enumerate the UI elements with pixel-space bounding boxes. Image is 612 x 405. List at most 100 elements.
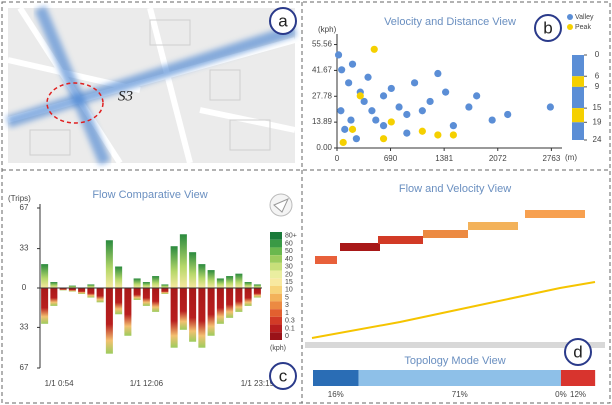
- legend-swatch: [567, 14, 573, 20]
- point: [352, 135, 360, 143]
- point: [341, 125, 349, 133]
- colorbar-segment: [270, 332, 282, 340]
- velocity-line: [311, 281, 596, 339]
- point: [334, 51, 343, 59]
- colorbar-label: 0.1: [285, 325, 295, 332]
- bar: [179, 288, 187, 330]
- y-tick-label: 33: [20, 244, 29, 253]
- x-tick-label: 2763: [542, 154, 560, 163]
- point: [473, 92, 481, 100]
- colorbar-segment: [572, 76, 584, 87]
- colorbar-label: 15: [285, 279, 293, 286]
- bar: [87, 288, 95, 298]
- legend-label: Peak: [575, 24, 591, 31]
- legend-label: Valley: [575, 14, 594, 21]
- colorbar-segment: [572, 86, 584, 109]
- point: [337, 107, 345, 115]
- bar: [105, 288, 113, 354]
- point: [364, 73, 372, 81]
- point: [434, 131, 442, 139]
- heat-cells: [315, 210, 585, 264]
- colorbar-label: 5: [285, 294, 289, 301]
- colorbar-segment: [572, 55, 584, 77]
- point: [546, 103, 554, 111]
- bar: [115, 266, 123, 288]
- panel-letter: a: [278, 11, 288, 30]
- y-tick-label: 55.56: [312, 40, 333, 49]
- point: [449, 131, 457, 139]
- colorbar-label: 1: [285, 310, 289, 317]
- legend-swatch: [567, 24, 573, 30]
- value-label: 16%: [328, 390, 344, 399]
- bar: [216, 288, 224, 324]
- point: [372, 116, 380, 124]
- colorbar-label: 0: [595, 50, 600, 59]
- bar: [68, 288, 76, 292]
- colorbar-label: 80+: [285, 233, 297, 240]
- point: [379, 135, 388, 143]
- y-tick-label: 41.67: [312, 66, 333, 75]
- value-label: 12%: [570, 390, 586, 399]
- bar: [78, 288, 86, 294]
- y-tick-label: 0: [22, 283, 27, 292]
- colorbar-segment: [270, 255, 282, 263]
- point: [418, 127, 426, 135]
- y-tick-label: 13.89: [312, 117, 333, 126]
- point: [395, 103, 403, 111]
- colorbar-label: 19: [593, 117, 602, 126]
- point: [387, 118, 395, 126]
- bar: [179, 234, 187, 288]
- bar: [244, 288, 252, 306]
- panel-letter: d: [573, 342, 582, 361]
- point: [348, 125, 357, 133]
- bar: [124, 288, 132, 336]
- x-tick-label: 1/1 0:54: [45, 379, 74, 388]
- point: [434, 69, 442, 78]
- map-label: S3: [118, 88, 133, 104]
- bar: [253, 288, 261, 298]
- colorbar-label: 0: [285, 333, 289, 340]
- mode-segment: [560, 370, 596, 386]
- x-tick-label: 1/1 12:06: [130, 379, 164, 388]
- y-tick-label: 67: [20, 203, 29, 212]
- colorbar-label: 60: [285, 240, 293, 247]
- bar: [235, 288, 243, 312]
- panel-badge: [269, 362, 297, 390]
- colorbar-segment: [270, 309, 282, 317]
- traffic-trail: [6, 24, 297, 128]
- bar: [142, 282, 150, 288]
- panel-title: Flow Comparative View: [92, 189, 207, 201]
- point: [449, 122, 457, 130]
- colorbar-label: 24: [593, 135, 602, 144]
- colorbar-segment: [572, 108, 584, 123]
- bar: [152, 276, 160, 288]
- bar: [41, 288, 49, 324]
- point: [338, 66, 346, 74]
- bar: [198, 264, 206, 288]
- x-tick-label: 690: [384, 154, 398, 163]
- map-panel: S3: [6, 5, 297, 166]
- bar: [133, 278, 141, 288]
- bar: [170, 288, 178, 348]
- bar: [142, 288, 150, 306]
- bar: [161, 284, 169, 288]
- colorbar-segment: [270, 293, 282, 302]
- colorbar-label: 50: [285, 248, 293, 255]
- bar: [161, 288, 169, 294]
- bar: [68, 285, 76, 288]
- bar: [207, 288, 215, 336]
- bar: [41, 264, 49, 288]
- point: [345, 79, 353, 87]
- bar: [216, 278, 224, 288]
- point: [370, 45, 378, 53]
- panel-title: Velocity and Distance View: [384, 16, 516, 28]
- highlight-circle: [46, 82, 104, 124]
- x-tick-label: 1/1 23:19: [241, 379, 275, 388]
- colorbar-label: 9: [595, 82, 600, 91]
- y-axis-label: (Trips): [8, 194, 31, 203]
- bar: [87, 284, 95, 288]
- bar: [133, 288, 141, 300]
- x-axis-label: (m): [565, 153, 577, 162]
